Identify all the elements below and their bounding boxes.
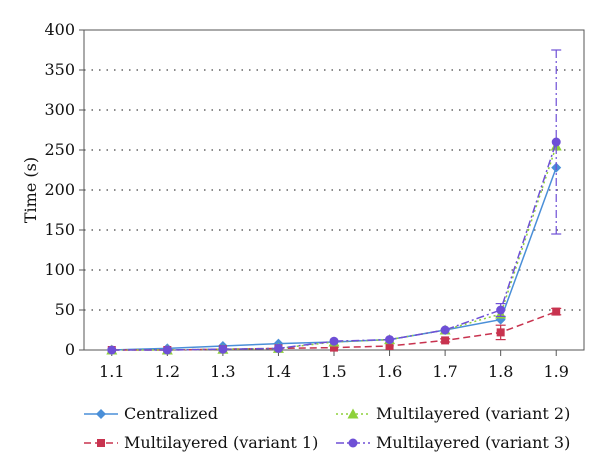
- data-point: [441, 336, 450, 345]
- series-1: [106, 162, 562, 355]
- legend-marker: [96, 409, 106, 419]
- legend-marker: [348, 438, 358, 448]
- legend-item-1: Centralized: [84, 404, 218, 423]
- data-point: [107, 345, 117, 355]
- grid-lines: [84, 69, 584, 311]
- data-point: [218, 344, 228, 354]
- series-line: [111, 141, 557, 351]
- series-3: [106, 140, 562, 355]
- y-tick-label: 0: [65, 340, 75, 359]
- y-tick-label: 350: [44, 60, 75, 79]
- x-axis: 1.1 1.2 1.3 1.4 1.5 1.6 1.7 1.8 1.9: [99, 350, 569, 381]
- legend-marker: [347, 408, 359, 419]
- y-tick-label: 400: [44, 20, 75, 39]
- y-tick-label: 200: [44, 180, 75, 199]
- data-point: [329, 336, 339, 346]
- data-point: [551, 137, 561, 147]
- legend-marker: [97, 439, 105, 447]
- legend-item-3: Multilayered (variant 2): [336, 404, 570, 423]
- y-axis: 0 50 100 150 200 250 300 350 400: [44, 20, 84, 359]
- y-tick-label: 300: [44, 100, 75, 119]
- y-tick-label: 250: [44, 140, 75, 159]
- legend-item-2: Multilayered (variant 1): [84, 433, 318, 452]
- x-tick-label: 1.2: [155, 362, 180, 381]
- legend: Centralized Multilayered (variant 1) Multi…: [84, 404, 570, 452]
- x-tick-label: 1.7: [432, 362, 457, 381]
- x-tick-label: 1.5: [321, 362, 346, 381]
- legend-label: Multilayered (variant 2): [376, 404, 570, 423]
- series-2: [107, 307, 562, 354]
- x-tick-label: 1.3: [210, 362, 235, 381]
- legend-label: Centralized: [124, 404, 218, 423]
- data-point: [273, 343, 283, 353]
- data-point: [162, 345, 172, 355]
- y-tick-label: 150: [44, 220, 75, 239]
- data-point: [496, 305, 506, 315]
- data-point: [330, 343, 338, 352]
- series-line: [111, 167, 557, 351]
- y-axis-title: Time (s): [21, 157, 40, 223]
- y-tick-label: 50: [55, 300, 75, 319]
- series-line: [111, 145, 557, 351]
- data-point: [385, 335, 395, 345]
- legend-label: Multilayered (variant 1): [124, 433, 318, 452]
- x-tick-label: 1.8: [488, 362, 513, 381]
- x-tick-label: 1.6: [377, 362, 402, 381]
- x-tick-label: 1.4: [266, 362, 291, 381]
- legend-item-4: Multilayered (variant 3): [336, 433, 570, 452]
- x-tick-label: 1.1: [99, 362, 124, 381]
- legend-label: Multilayered (variant 3): [376, 433, 570, 452]
- y-tick-label: 100: [44, 260, 75, 279]
- data-point: [385, 342, 394, 350]
- data-point: [496, 328, 505, 337]
- x-tick-label: 1.9: [543, 362, 568, 381]
- series-group: [106, 49, 562, 355]
- data-point: [440, 325, 450, 335]
- data-point: [552, 307, 561, 316]
- series-4: [107, 49, 562, 355]
